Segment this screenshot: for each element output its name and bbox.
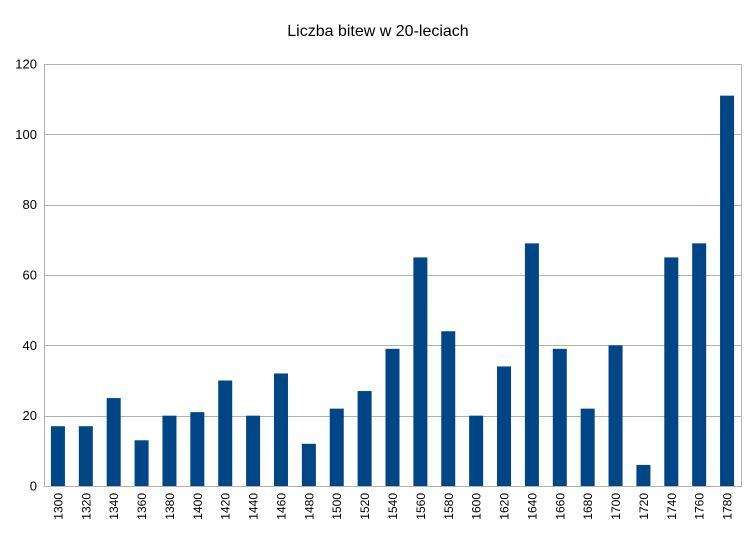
chart-title: Liczba bitew w 20-leciach <box>287 23 468 40</box>
x-tick-label: 1440 <box>247 493 261 520</box>
bar-1580 <box>441 331 456 486</box>
x-axis-tick-labels: 1300 1320 1340 1360 1380 1400 1420 1440 1460 1480… <box>51 493 734 520</box>
bar-1600 <box>469 415 484 486</box>
y-tick-label: 40 <box>23 338 37 353</box>
x-tick-label: 1680 <box>581 493 595 520</box>
x-tick-label: 1560 <box>414 493 428 520</box>
y-tick-label: 0 <box>30 479 37 494</box>
x-tick-label: 1480 <box>302 493 316 520</box>
plot-area-frame <box>44 64 742 487</box>
bar-1560 <box>413 257 428 486</box>
bar-1320 <box>78 426 93 486</box>
bar-1760 <box>692 243 707 486</box>
x-tick-label: 1780 <box>721 493 735 520</box>
y-tick-label: 80 <box>23 197 37 212</box>
x-tick-label: 1640 <box>525 493 539 520</box>
bar-1480 <box>301 443 316 486</box>
bar-1740 <box>664 257 679 486</box>
bar-1680 <box>580 408 595 486</box>
x-tick-label: 1740 <box>665 493 679 520</box>
bar-1420 <box>218 380 233 486</box>
x-tick-label: 1400 <box>191 493 205 520</box>
bar-1340 <box>106 398 121 486</box>
bar-1620 <box>497 366 512 486</box>
bar-1660 <box>552 348 567 486</box>
x-tick-label: 1700 <box>609 493 623 520</box>
bar-1520 <box>357 391 372 486</box>
bar-1300 <box>50 426 65 486</box>
x-tick-label: 1460 <box>274 493 288 520</box>
x-tick-label: 1500 <box>330 493 344 520</box>
bar-1400 <box>190 412 205 486</box>
bar-1780 <box>720 95 735 487</box>
x-tick-label: 1540 <box>386 493 400 520</box>
x-tick-label: 1580 <box>442 493 456 520</box>
bar-1440 <box>246 415 261 486</box>
bar-1360 <box>134 440 149 486</box>
x-tick-label: 1760 <box>693 493 707 520</box>
bar-1500 <box>329 408 344 486</box>
x-tick-label: 1340 <box>107 493 121 520</box>
x-tick-label: 1520 <box>358 493 372 520</box>
y-tick-label: 100 <box>15 127 37 142</box>
x-tick-label: 1720 <box>637 493 651 520</box>
bar-1640 <box>524 243 539 486</box>
y-tick-label: 60 <box>23 268 37 283</box>
x-tick-label: 1320 <box>79 493 93 520</box>
x-tick-label: 1620 <box>498 493 512 520</box>
y-tick-label: 20 <box>23 408 37 423</box>
x-tick-label: 1300 <box>51 493 65 520</box>
bar-1460 <box>273 373 288 486</box>
bar-1540 <box>385 348 400 486</box>
y-tick-label: 120 <box>15 57 37 72</box>
bar-1700 <box>608 345 623 486</box>
x-tick-label: 1380 <box>163 493 177 520</box>
bars <box>50 95 735 487</box>
bar-1720 <box>636 464 651 486</box>
x-tick-label: 1600 <box>470 493 484 520</box>
y-axis-tick-labels: 0 20 40 60 80 100 120 <box>15 57 37 494</box>
x-tick-label: 1420 <box>219 493 233 520</box>
x-tick-label: 1660 <box>553 493 567 520</box>
bar-1380 <box>162 415 177 486</box>
x-tick-label: 1360 <box>135 493 149 520</box>
